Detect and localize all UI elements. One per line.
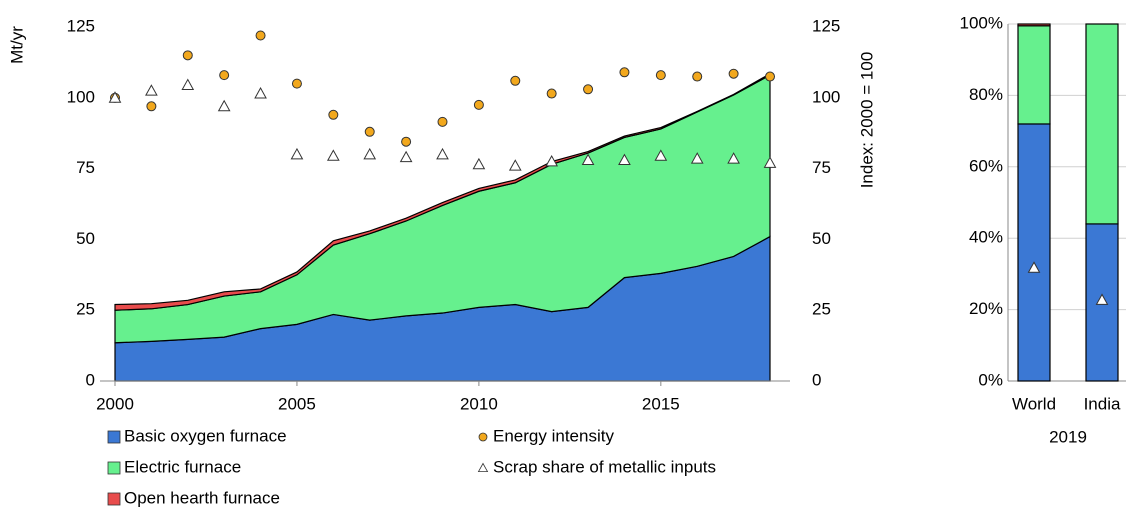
scatter-point xyxy=(619,67,630,78)
scatter-point xyxy=(399,150,413,163)
scatter-point xyxy=(363,147,377,160)
legend-swatch xyxy=(107,461,121,475)
scatter-point xyxy=(618,153,631,166)
scatter-point xyxy=(437,116,448,127)
y-tick-label: 100 xyxy=(67,87,95,106)
scatter-point xyxy=(655,70,666,81)
scatter-point xyxy=(326,149,340,161)
scatter-point xyxy=(255,30,266,41)
y2-tick-label: 100 xyxy=(812,87,840,106)
y-tick-label: 100% xyxy=(960,13,1003,32)
y2-axis-label: Index: 2000 = 100 xyxy=(857,52,876,189)
bar-segment xyxy=(1085,23,1119,225)
x-tick-label: 2000 xyxy=(96,394,134,413)
scatter-point xyxy=(727,152,740,164)
scatter-point xyxy=(1027,261,1041,273)
scatter-point xyxy=(763,156,777,168)
y2-tick-label: 25 xyxy=(812,300,831,319)
x-tick-label: 2015 xyxy=(642,394,680,413)
y-tick-label: 20% xyxy=(969,299,1003,318)
y2-tick-label: 0 xyxy=(812,370,821,389)
y2-tick-label: 75 xyxy=(812,158,831,177)
scatter-point xyxy=(583,84,594,95)
scatter-point xyxy=(254,87,267,99)
scatter-point xyxy=(145,84,158,96)
scatter-point xyxy=(690,152,704,164)
scatter-point xyxy=(692,71,703,82)
scatter-point xyxy=(401,136,412,147)
scatter-point xyxy=(473,99,484,110)
x-axis-label: 2019 xyxy=(1049,427,1087,446)
scatter-point xyxy=(472,157,486,170)
y-tick-label: 0 xyxy=(86,370,95,389)
scatter-point xyxy=(545,154,559,167)
y-tick-label: 75 xyxy=(76,158,95,177)
y-tick-label: 0% xyxy=(978,370,1003,389)
y-tick-label: 50 xyxy=(76,229,95,248)
y-axis-label: Mt/yr xyxy=(7,26,26,64)
legend-marker xyxy=(477,462,489,473)
bar-segment xyxy=(1017,25,1051,125)
scatter-point xyxy=(219,70,230,81)
scatter-point xyxy=(364,126,375,137)
legend-label: Electric furnace xyxy=(124,457,241,476)
y2-tick-label: 50 xyxy=(812,229,831,248)
scatter-point xyxy=(182,50,193,61)
legend-swatch xyxy=(107,430,121,444)
y-tick-label: 125 xyxy=(67,16,95,35)
x-tick-label: India xyxy=(1084,394,1121,413)
scatter-point xyxy=(508,159,522,171)
scatter-point xyxy=(581,153,595,166)
scatter-point xyxy=(146,101,157,112)
scatter-point xyxy=(510,75,521,86)
legend-label: Scrap share of metallic inputs xyxy=(493,457,716,476)
scatter-point xyxy=(1095,293,1109,305)
y-tick-label: 80% xyxy=(969,85,1003,104)
scatter-point xyxy=(290,147,304,160)
legend-label: Basic oxygen furnace xyxy=(124,426,287,445)
scatter-point xyxy=(546,88,557,99)
bar-segment xyxy=(1017,23,1051,27)
x-tick-label: 2010 xyxy=(460,394,498,413)
scatter-point xyxy=(217,99,231,112)
legend-marker xyxy=(478,432,488,442)
legend-swatch xyxy=(107,492,121,506)
scatter-point xyxy=(181,78,195,90)
y-tick-label: 25 xyxy=(76,300,95,319)
scatter-point xyxy=(654,149,668,161)
scatter-point xyxy=(108,91,122,103)
scatter-point xyxy=(436,147,449,160)
scatter-point xyxy=(765,71,775,82)
scatter-point xyxy=(328,109,339,120)
x-tick-label: World xyxy=(1012,394,1056,413)
legend-label: Open hearth furnace xyxy=(124,488,280,507)
y2-tick-label: 125 xyxy=(812,16,840,35)
y-tick-label: 40% xyxy=(969,228,1003,247)
legend-label: Energy intensity xyxy=(493,426,614,445)
x-tick-label: 2005 xyxy=(278,394,316,413)
y-tick-label: 60% xyxy=(969,156,1003,175)
scatter-point xyxy=(291,78,302,89)
bar-segment xyxy=(1017,123,1051,382)
scatter-point xyxy=(728,68,739,79)
